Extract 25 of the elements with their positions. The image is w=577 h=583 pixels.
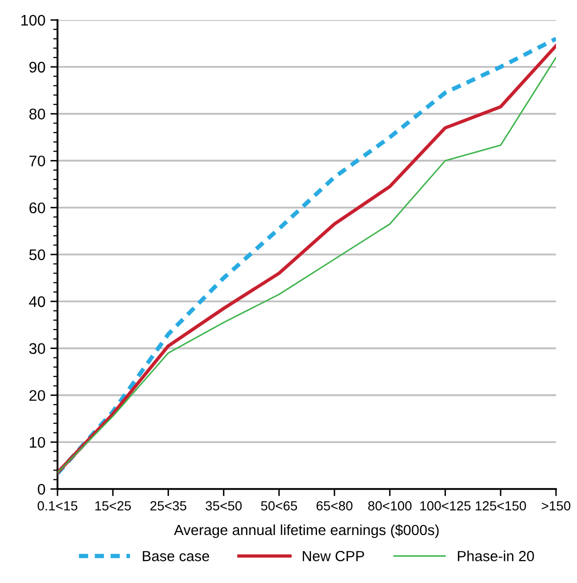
y-tick-label: 90	[29, 62, 46, 73]
x-tick-label: >150	[542, 501, 570, 510]
x-tick-label: 100<125	[420, 501, 471, 510]
y-tick-label: 40	[29, 296, 46, 308]
y-tick-label: 80	[29, 108, 46, 120]
y-tick-label: 20	[29, 390, 46, 401]
y-tick-label: 30	[29, 343, 46, 354]
x-tick-label: 25<35	[150, 501, 186, 510]
x-tick-label: 50<65	[261, 501, 298, 510]
y-tick-label: 0	[38, 484, 46, 495]
y-tick-label: 70	[29, 156, 46, 166]
x-tick-label: 0.1<15	[38, 501, 78, 510]
x-tick-label: 15<25	[95, 501, 131, 510]
x-tick-label: 80<100	[368, 501, 412, 510]
y-tick-label: 50	[29, 249, 46, 260]
x-tick-label: 65<80	[316, 501, 352, 510]
y-tick-label: 60	[29, 202, 46, 214]
legend-label: New CPP	[302, 550, 364, 562]
x-axis-title: Average annual lifetime earnings ($000s)	[174, 524, 439, 538]
x-tick-label: 125<150	[476, 501, 526, 510]
y-tick-label: 100	[21, 14, 46, 26]
y-tick-label: 10	[30, 436, 46, 448]
legend-label: Base case	[142, 551, 210, 562]
legend-label: Phase-in 20	[458, 550, 534, 562]
x-tick-label: 35<50	[206, 501, 242, 510]
